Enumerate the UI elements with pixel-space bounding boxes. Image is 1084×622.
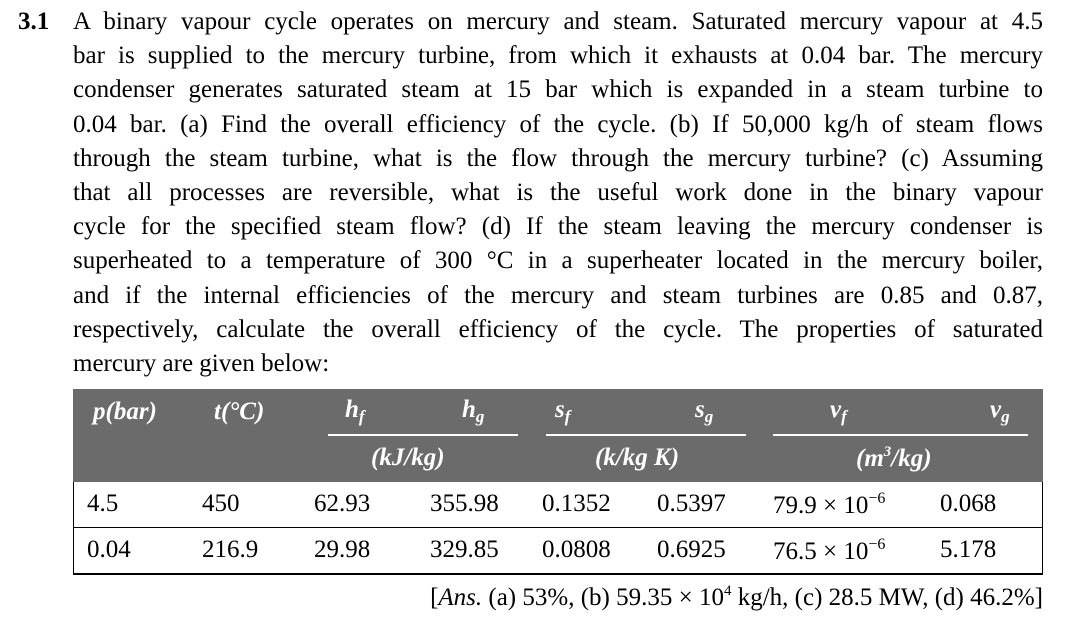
cell-hg: 329.85 — [430, 536, 499, 563]
table-row: 0.04 216.9 29.98 329.85 0.0808 0.6925 76… — [73, 528, 1043, 575]
problem-line: and if the internal efficiencies of the … — [73, 281, 1043, 309]
header-unit-s: (k/kg K) — [595, 444, 680, 471]
header-pressure: p(bar) — [93, 398, 157, 425]
header-vf: vf — [830, 396, 847, 426]
cell-sg: 0.6925 — [657, 536, 726, 563]
cell-vg: 5.178 — [940, 536, 997, 563]
cell-temperature: 216.9 — [202, 536, 259, 563]
header-temperature: t(°C) — [214, 398, 265, 425]
cell-sf: 0.0808 — [542, 536, 611, 563]
cell-hf: 29.98 — [314, 536, 371, 563]
header-sg: sg — [695, 396, 714, 426]
problem-text: A binary vapour cycle operates on mercur… — [73, 5, 1043, 381]
header-unit-h: (kJ/kg) — [371, 444, 445, 471]
cell-sg: 0.5397 — [657, 490, 726, 517]
cell-hg: 355.98 — [430, 490, 499, 517]
answer-text-rest: kg/h, (c) 28.5 MW, (d) 46.2%] — [731, 584, 1043, 611]
header-underline-h — [328, 434, 518, 436]
cell-pressure: 0.04 — [87, 536, 131, 563]
cell-vg: 0.068 — [940, 490, 997, 517]
header-unit-v: (m3/kg) — [856, 444, 932, 472]
header-sf: sf — [555, 396, 571, 426]
problem-line: respectively, calculate the overall effi… — [73, 315, 1043, 343]
problem-line: that all processes are reversible, what … — [73, 178, 1043, 206]
problem-line: superheated to a temperature of 300 °C i… — [73, 247, 1043, 275]
cell-pressure: 4.5 — [87, 490, 119, 517]
header-hf: hf — [345, 396, 365, 426]
cell-vf: 76.5 × 10−6 — [773, 536, 886, 565]
table-row: 4.5 450 62.93 355.98 0.1352 0.5397 79.9 … — [73, 482, 1043, 528]
answer-bracket: [ — [430, 584, 439, 611]
header-hg: hg — [462, 396, 485, 426]
header-underline-v — [773, 434, 1028, 436]
header-underline-s — [546, 434, 746, 436]
answer-label: Ans. — [438, 584, 483, 611]
answer-line: [Ans. (a) 53%, (b) 59.35 × 104 kg/h, (c)… — [430, 583, 1043, 612]
problem-line: A binary vapour cycle operates on mercur… — [73, 8, 1043, 35]
problem-line: bar is supplied to the mercury turbine, … — [73, 42, 1043, 70]
table-header: p(bar) t(°C) hf hg (kJ/kg) sf sg (k/kg K… — [73, 389, 1043, 482]
problem-line: through the steam turbine, what is the f… — [73, 144, 1043, 172]
cell-sf: 0.1352 — [542, 490, 611, 517]
properties-table: p(bar) t(°C) hf hg (kJ/kg) sf sg (k/kg K… — [73, 389, 1043, 575]
cell-hf: 62.93 — [314, 490, 371, 517]
problem-line: 0.04 bar. (a) Find the overall efficienc… — [73, 110, 1043, 138]
header-vg: vg — [990, 396, 1010, 426]
answer-exponent: 4 — [723, 583, 732, 599]
cell-vf: 79.9 × 10−6 — [773, 490, 886, 519]
problem-line: condenser generates saturated steam at 1… — [73, 76, 1043, 104]
problem-line: mercury are given below: — [73, 349, 330, 377]
problem-number: 3.1 — [18, 8, 50, 35]
answer-text: (a) 53%, (b) 59.35 × 10 — [482, 584, 724, 611]
cell-temperature: 450 — [202, 490, 240, 517]
problem-line: cycle for the specified steam flow? (d) … — [73, 213, 1043, 241]
